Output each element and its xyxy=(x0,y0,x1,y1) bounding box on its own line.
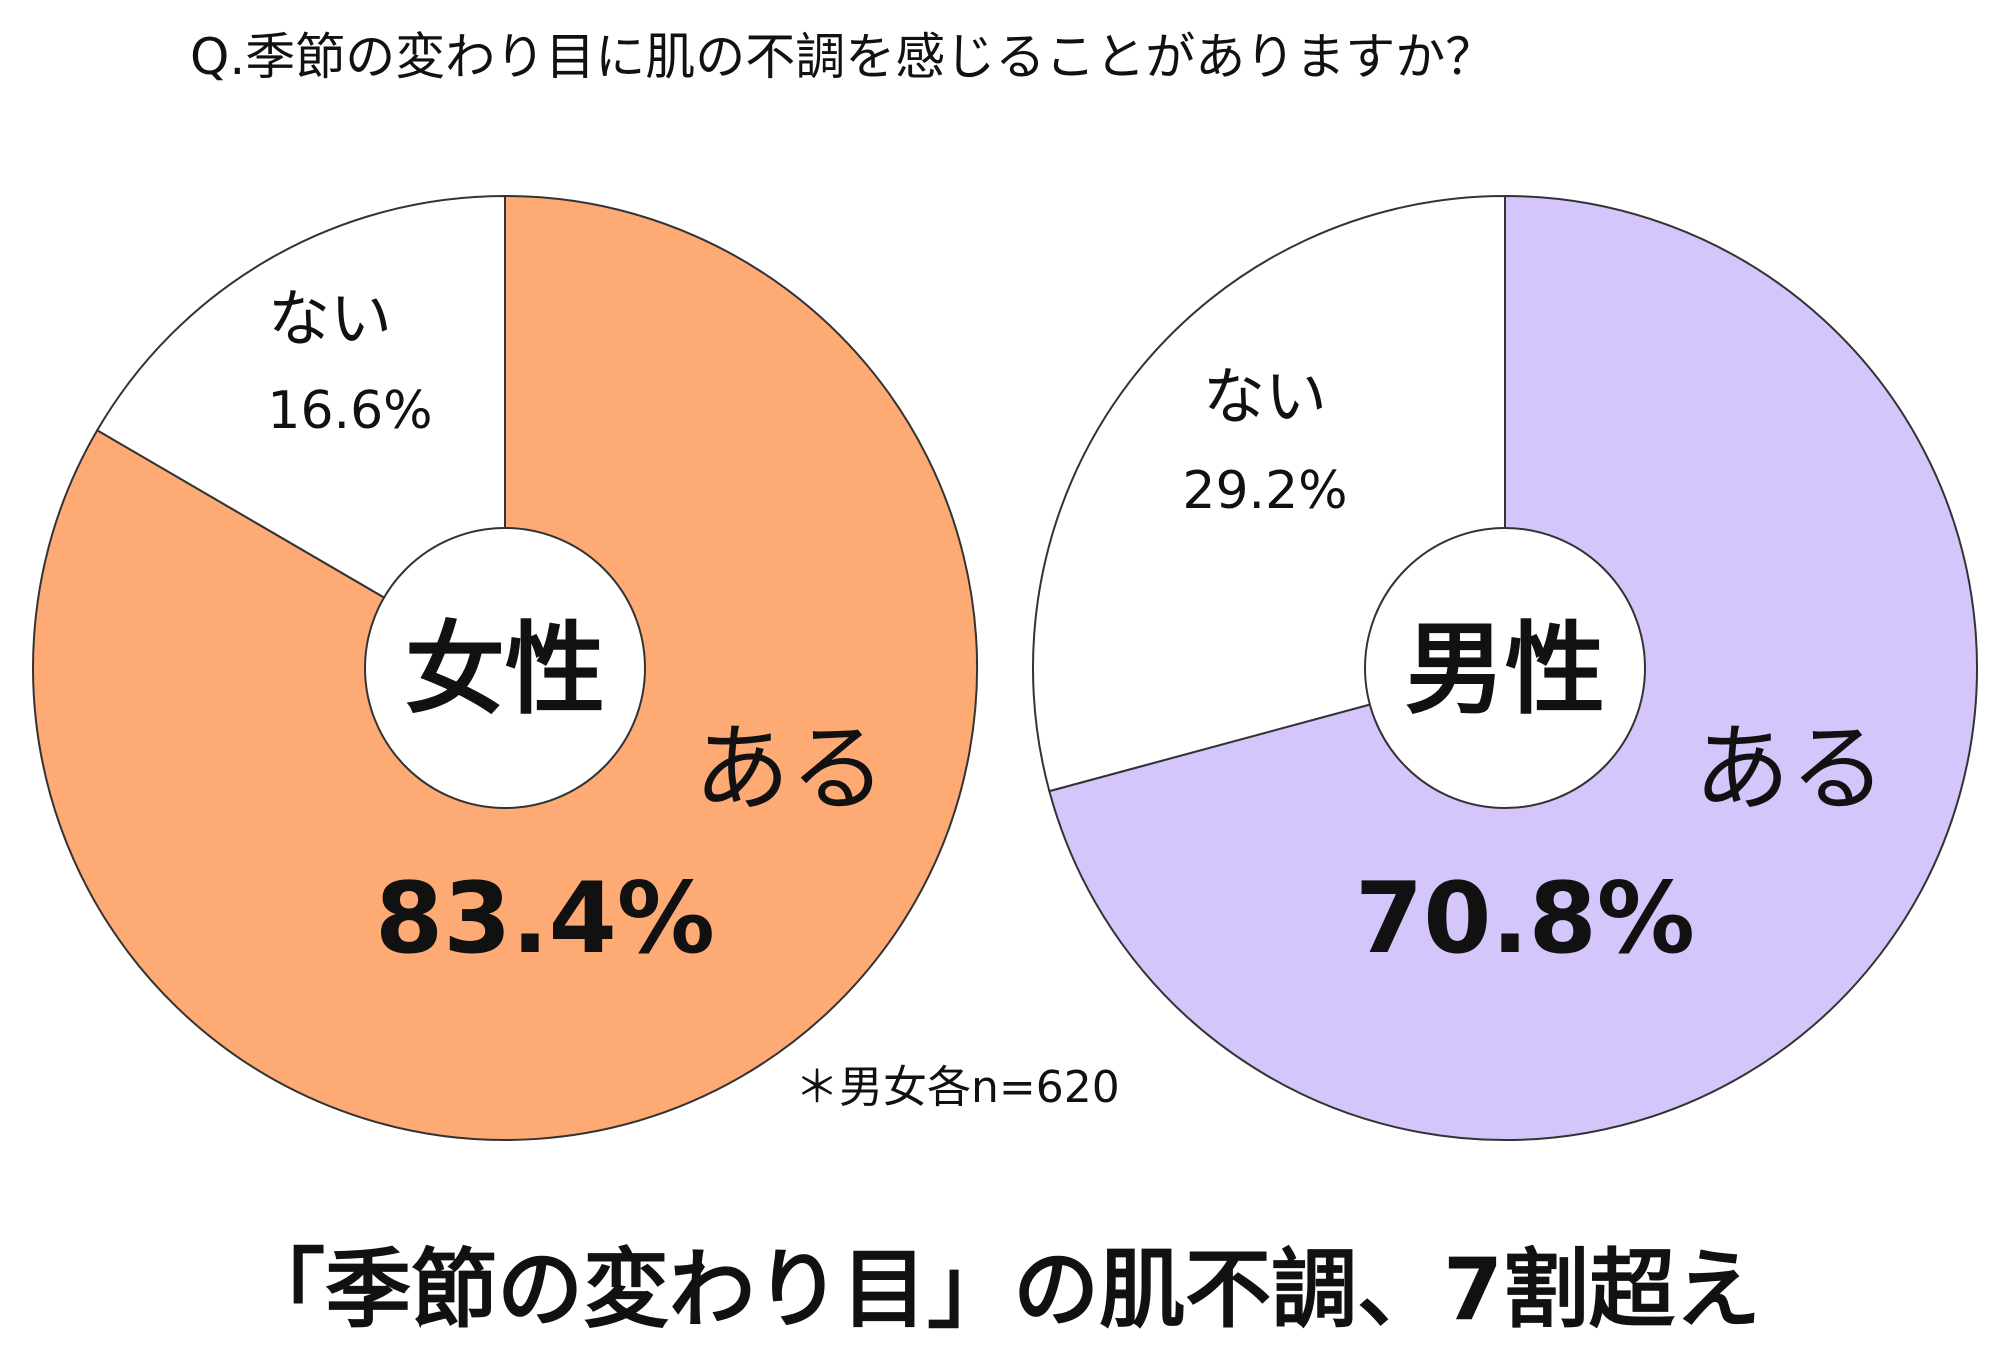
slice-label-no: ない xyxy=(1203,360,1327,433)
slice-label-yes: ある xyxy=(1694,713,1886,825)
donut-hole xyxy=(364,527,646,809)
slice-no xyxy=(95,194,506,670)
sample-size-note: ＊男女各n=620 xyxy=(795,1062,1120,1113)
value-label-yes: 70.8% xyxy=(1355,862,1695,976)
slice-label-yes: ある xyxy=(694,713,886,825)
value-label-no: 29.2% xyxy=(1182,461,1347,521)
question-title: Q.季節の変わり目に肌の不調を感じることがありますか？ xyxy=(190,28,1496,86)
center-label: 女性 xyxy=(405,611,605,728)
value-label-yes: 83.4% xyxy=(375,862,715,976)
center-label: 男性 xyxy=(1405,611,1605,728)
donut-hole xyxy=(1364,527,1646,809)
value-label-no: 16.6% xyxy=(267,381,432,441)
slice-label-no: ない xyxy=(268,282,392,355)
headline: 「季節の変わり目」の肌不調、7割超え xyxy=(239,1240,1761,1340)
